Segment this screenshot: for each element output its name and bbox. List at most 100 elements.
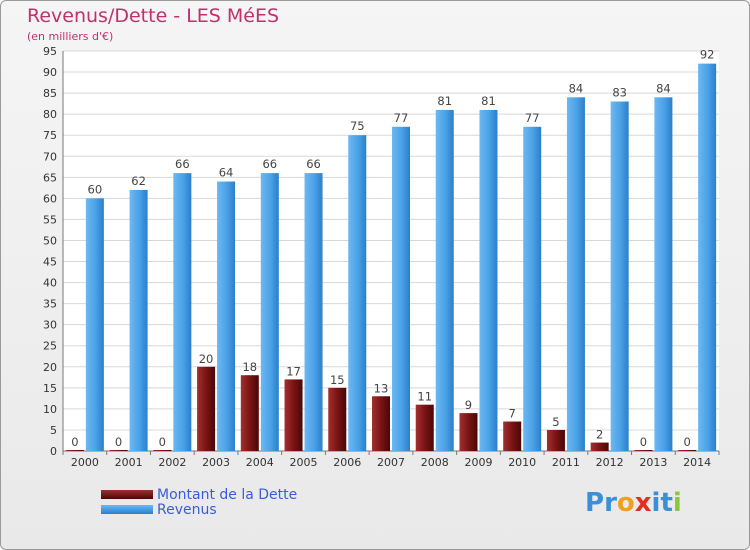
y-tick-label: 90 — [43, 66, 57, 79]
data-label-dette: 0 — [159, 435, 166, 449]
bar-dette — [372, 396, 390, 451]
data-label-dette: 15 — [330, 373, 345, 387]
data-label-dette: 9 — [465, 398, 472, 412]
y-tick-label: 55 — [43, 213, 57, 226]
y-tick-label: 70 — [43, 150, 57, 163]
bar-revenus — [304, 173, 323, 451]
data-label-dette: 7 — [509, 407, 516, 421]
y-tick-label: 75 — [43, 129, 57, 142]
logo-letter: x — [634, 488, 652, 518]
y-tick-label: 45 — [43, 256, 57, 269]
x-tick-label: 2001 — [115, 456, 143, 469]
x-tick-label: 2006 — [333, 456, 361, 469]
data-label-dette: 5 — [552, 415, 559, 429]
bar-revenus — [610, 101, 629, 452]
bar-dette — [328, 387, 347, 451]
bar-revenus — [479, 109, 498, 452]
x-tick-label: 2004 — [246, 456, 274, 469]
x-tick-label: 2014 — [683, 456, 711, 469]
data-label-revenus: 66 — [175, 157, 190, 171]
y-tick-label: 95 — [43, 45, 57, 58]
bar-dette — [678, 450, 697, 451]
data-label-dette: 18 — [242, 360, 257, 374]
bar-dette — [634, 450, 653, 451]
bar-dette — [590, 442, 609, 451]
chart-subtitle: (en milliers d'€) — [27, 30, 114, 43]
x-tick-label: 2009 — [464, 456, 492, 469]
legend-item-revenus[interactable]: Revenus — [101, 501, 297, 518]
bar-dette — [65, 450, 84, 451]
logo-letter: P — [585, 488, 605, 518]
data-label-revenus: 66 — [262, 157, 277, 171]
bar-dette — [197, 366, 216, 451]
legend-item-dette[interactable]: Montant de la Dette — [101, 486, 298, 503]
logo-letter: i — [672, 488, 682, 518]
data-label-revenus: 75 — [350, 119, 365, 133]
bar-revenus — [435, 109, 454, 452]
x-tick-label: 2011 — [552, 456, 580, 469]
x-tick-label: 2003 — [202, 456, 230, 469]
bar-dette — [240, 375, 259, 451]
bar-revenus — [654, 97, 673, 451]
data-label-dette: 11 — [417, 390, 432, 404]
y-tick-label: 25 — [43, 340, 57, 353]
bar-dette — [284, 379, 303, 451]
legend-label-dette: Montant de la Dette — [157, 486, 298, 503]
x-tick-label: 2002 — [158, 456, 186, 469]
data-label-revenus: 64 — [219, 166, 234, 180]
y-tick-label: 30 — [43, 319, 57, 332]
data-label-revenus: 81 — [481, 94, 496, 108]
data-label-dette: 0 — [640, 435, 647, 449]
legend-swatch-dette — [101, 490, 153, 499]
data-label-dette: 0 — [683, 435, 690, 449]
bar-dette — [503, 421, 522, 451]
data-label-revenus: 66 — [306, 157, 321, 171]
y-tick-label: 50 — [43, 234, 57, 247]
bar-revenus — [129, 189, 148, 451]
data-label-revenus: 83 — [612, 86, 627, 100]
data-label-revenus: 62 — [131, 174, 146, 188]
y-tick-label: 10 — [43, 403, 57, 416]
proxiti-logo: Proxiti — [585, 488, 682, 518]
bar-revenus — [217, 181, 236, 452]
bar-revenus — [392, 126, 410, 451]
data-label-dette: 0 — [115, 435, 122, 449]
y-tick-label: 5 — [50, 424, 57, 437]
y-tick-label: 85 — [43, 87, 57, 100]
data-label-dette: 2 — [596, 428, 603, 442]
y-tick-label: 80 — [43, 108, 57, 121]
bar-revenus — [698, 63, 717, 451]
logo-letter: t — [660, 488, 673, 518]
data-label-revenus: 84 — [656, 81, 671, 95]
data-label-revenus: 77 — [525, 111, 540, 125]
data-label-revenus: 81 — [437, 94, 452, 108]
bar-revenus — [566, 97, 585, 451]
logo-letter: o — [616, 488, 635, 518]
bar-revenus — [348, 135, 367, 452]
data-label-revenus: 92 — [700, 48, 715, 62]
data-label-revenus: 60 — [88, 182, 103, 196]
x-tick-label: 2012 — [596, 456, 624, 469]
legend-label-revenus: Revenus — [157, 501, 217, 518]
legend: Montant de la Dette Revenus — [101, 486, 298, 518]
y-tick-label: 60 — [43, 192, 57, 205]
bar-revenus — [173, 173, 192, 451]
data-label-dette: 0 — [71, 435, 78, 449]
x-tick-label: 2007 — [377, 456, 405, 469]
bar-dette — [415, 404, 434, 451]
bar-dette — [546, 429, 565, 451]
plot-area — [63, 51, 719, 451]
data-label-dette: 17 — [286, 364, 301, 378]
y-tick-label: 15 — [43, 382, 57, 395]
bar-revenus — [523, 126, 542, 451]
y-tick-label: 20 — [43, 361, 57, 374]
x-tick-label: 2010 — [508, 456, 536, 469]
x-tick-label: 2013 — [639, 456, 667, 469]
bar-dette — [459, 413, 478, 451]
chart-title: Revenus/Dette - LES MéES — [27, 5, 280, 27]
y-tick-label: 40 — [43, 277, 57, 290]
x-tick-label: 2008 — [421, 456, 449, 469]
bar-revenus — [85, 198, 104, 451]
